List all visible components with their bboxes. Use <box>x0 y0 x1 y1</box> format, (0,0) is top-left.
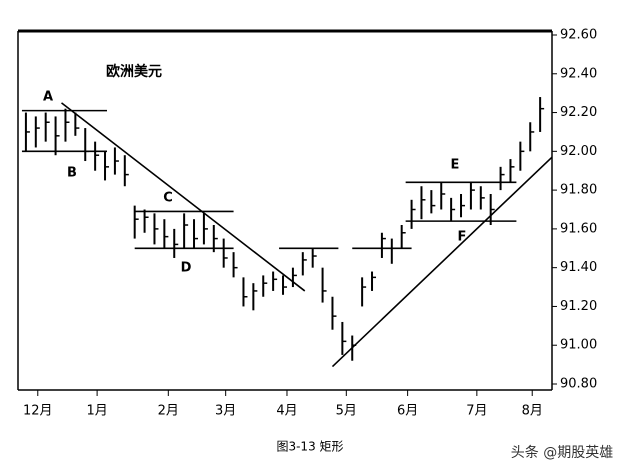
x-tick-label: 4月 <box>276 404 297 419</box>
y-tick-label: 90.80 <box>560 377 597 392</box>
y-tick-label: 92.60 <box>560 28 597 43</box>
annotation-line <box>331 156 553 368</box>
annotation-label: A <box>43 90 53 105</box>
annotation-label: B <box>67 166 77 181</box>
y-tick-label: 91.40 <box>560 260 597 275</box>
annotation-line <box>61 102 306 292</box>
x-tick-label: 2月 <box>158 404 179 419</box>
x-tick-label: 5月 <box>336 404 357 419</box>
annotation-label: F <box>458 230 467 245</box>
y-tick-label: 91.80 <box>560 183 597 198</box>
caption: 图3-13 矩形 <box>276 440 343 454</box>
y-tick-label: 92.00 <box>560 144 597 159</box>
y-tick-label: 91.60 <box>560 221 597 236</box>
x-tick-label: 12月 <box>23 404 53 419</box>
x-tick-label: 6月 <box>397 404 418 419</box>
annotation-label: D <box>181 261 192 276</box>
y-tick-label: 91.20 <box>560 299 597 314</box>
x-tick-label: 7月 <box>466 404 487 419</box>
annotation-label: C <box>163 191 173 206</box>
x-tick-label: 8月 <box>522 404 543 419</box>
x-tick-label: 1月 <box>86 404 107 419</box>
y-tick-label: 92.20 <box>560 105 597 120</box>
x-tick-label: 3月 <box>215 404 236 419</box>
annotation-label: E <box>451 158 460 173</box>
chart-title: 欧洲美元 <box>106 63 162 80</box>
watermark: 头条 @期股英雄 <box>511 444 613 461</box>
y-tick-label: 91.00 <box>560 338 597 353</box>
y-tick-label: 92.40 <box>560 66 597 81</box>
